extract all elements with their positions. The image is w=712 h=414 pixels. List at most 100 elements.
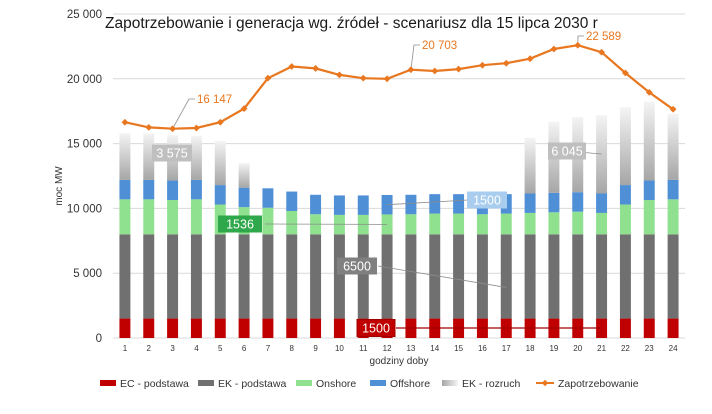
x-tick-label: 13: [406, 344, 415, 353]
x-tick-label: 14: [430, 344, 439, 353]
label-offshore-1500: 1500: [473, 194, 501, 208]
bar-onshore: [167, 199, 179, 235]
x-tick-label: 3: [170, 344, 175, 353]
bar-onshore: [572, 211, 584, 235]
bar-offshore: [667, 179, 679, 200]
demand-point: [598, 48, 605, 56]
bar-onshore: [619, 204, 631, 235]
label-rozruch-3575-box: [152, 144, 192, 162]
bar-onshore: [262, 207, 274, 235]
demand-point: [145, 124, 153, 131]
leader-line: [172, 98, 195, 129]
demand-point: [193, 124, 200, 132]
demand-point: [312, 65, 319, 72]
leader-line: [410, 44, 420, 70]
legend-item: EC - podstawa: [100, 378, 189, 390]
annotations: 16 147 20 703 22 589 3 575 6 045 1500 1536 6500…: [152, 31, 621, 337]
bar-offshore: [619, 185, 631, 205]
demand-label-mid: 20 703: [422, 40, 457, 52]
bar-ec-podstawa: [333, 318, 345, 338]
bar-offshore: [262, 188, 274, 208]
bar-ec-podstawa: [667, 318, 679, 338]
bar-onshore: [286, 210, 298, 235]
demand-point: [645, 89, 653, 96]
y-tick-label: 25 000: [67, 9, 102, 21]
legend-label: EC - podstawa: [120, 378, 189, 390]
bar-onshore: [500, 213, 512, 235]
x-tick-label: 6: [242, 344, 247, 353]
legend: EC - podstawa EK - podstawa Onshore Offshor…: [100, 378, 639, 390]
bar-ek-rozruch: [619, 107, 631, 186]
bar-onshore: [453, 213, 465, 235]
legend-item: Zapotrzebowanie: [536, 378, 639, 390]
label-rozruch-3575: 3 575: [156, 147, 187, 161]
x-tick-label: 8: [290, 344, 295, 353]
x-tick-label: 9: [313, 344, 318, 353]
bar-ek-rozruch: [190, 135, 202, 180]
legend-label: EK - podstawa: [218, 378, 286, 390]
demand-point: [264, 74, 272, 82]
grid: [113, 13, 685, 339]
bar-ek-rozruch: [667, 113, 679, 180]
bar-offshore: [548, 192, 560, 213]
bar-ec-podstawa: [619, 318, 631, 338]
bar-onshore: [524, 212, 536, 235]
bar-ek-podstawa: [667, 234, 679, 319]
bar-ek-podstawa: [333, 234, 345, 319]
demand-point: [479, 61, 486, 69]
bar-ec-podstawa: [643, 318, 655, 338]
label-offshore-1500-box: [467, 191, 507, 209]
label-ek-6500-box: [337, 257, 377, 275]
chart-title: Zapotrzebowanie i generacja wg. źródeł -…: [105, 15, 598, 32]
x-tick-label: 18: [526, 344, 535, 353]
bar-ec-podstawa: [214, 318, 226, 338]
demand-line: [121, 41, 677, 133]
bar-ec-podstawa: [143, 318, 155, 338]
demand-point: [669, 105, 677, 113]
bar-ec-podstawa: [167, 318, 179, 338]
y-tick-label: 20 000: [67, 74, 102, 86]
x-tick-label: 4: [194, 344, 199, 353]
y-tick-label: 0: [96, 333, 102, 345]
demand-point: [169, 125, 176, 133]
bar-ec-podstawa: [310, 318, 322, 338]
demand-line-path: [124, 44, 674, 130]
legend-label: Zapotrzebowanie: [558, 378, 639, 390]
bar-offshore: [119, 179, 131, 200]
demand-label-min: 16 147: [197, 94, 232, 106]
bar-ek-podstawa: [357, 234, 369, 319]
demand-point: [288, 63, 296, 70]
bar-ek-podstawa: [143, 234, 155, 319]
bar-ek-podstawa: [405, 234, 417, 319]
demand-point: [121, 118, 129, 126]
bar-ek-podstawa: [286, 234, 298, 319]
bar-offshore: [238, 187, 250, 208]
bar-onshore: [643, 199, 655, 235]
bar-onshore: [667, 199, 679, 235]
bar-offshore: [596, 193, 608, 213]
bar-ek-podstawa: [167, 234, 179, 319]
x-tick-label: 20: [573, 344, 582, 353]
bar-offshore: [333, 195, 345, 215]
bar-ek-podstawa: [619, 234, 631, 319]
bar-offshore: [405, 194, 417, 215]
bar-ek-podstawa: [214, 234, 226, 319]
demand-point: [622, 69, 629, 77]
label-ek-6500: 6500: [343, 260, 371, 274]
x-tick-label: 24: [669, 344, 678, 353]
bar-ek-podstawa: [500, 234, 512, 319]
x-tick-label: 22: [621, 344, 630, 353]
legend-swatch: [198, 380, 214, 386]
legend-item: EK - podstawa: [198, 378, 286, 390]
bar-ek-rozruch: [238, 163, 250, 188]
bar-offshore: [643, 180, 655, 200]
legend-item: Onshore: [296, 378, 356, 390]
x-tick-label: 1: [123, 344, 128, 353]
bar-onshore: [429, 213, 441, 235]
x-tick-label: 11: [359, 344, 368, 353]
legend-item: Offshore: [370, 378, 430, 390]
bar-onshore: [548, 212, 560, 235]
x-tick-label: 15: [454, 344, 463, 353]
bar-ec-podstawa: [190, 318, 202, 338]
